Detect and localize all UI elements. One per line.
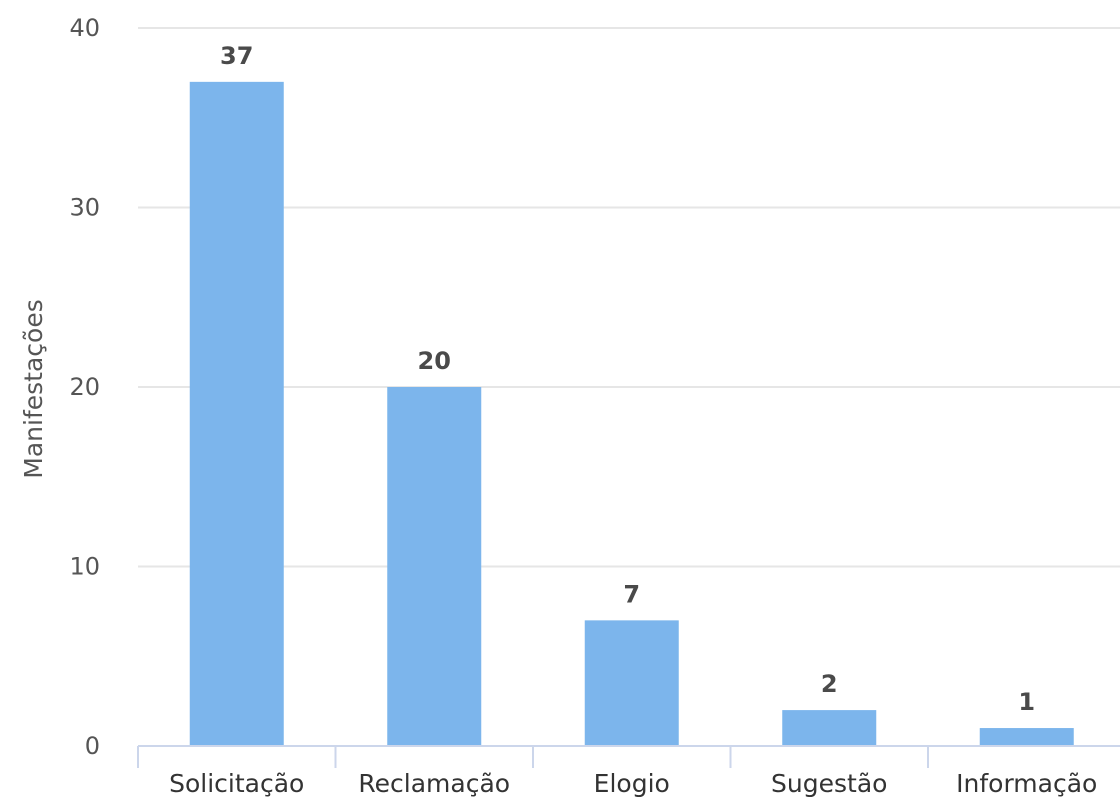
y-tick-label-20: 20	[69, 373, 100, 401]
x-tick-label-2: Elogio	[594, 769, 670, 798]
gridlines	[138, 27, 1120, 568]
y-tick-label-0: 0	[85, 732, 100, 760]
data-label-2: 7	[623, 580, 640, 608]
data-labels: 37 20 7 2 1	[220, 42, 1035, 716]
y-axis-title: Manifestações	[19, 299, 48, 478]
data-label-3: 2	[821, 670, 838, 698]
data-label-1: 20	[418, 347, 451, 375]
y-tick-label-40: 40	[69, 14, 100, 42]
y-tick-label-30: 30	[69, 194, 100, 222]
x-axis: Solicitação Reclamação Elogio Sugestão Infor…	[137, 745, 1120, 798]
y-axis-ticks: 0 10 20 30 40	[69, 14, 100, 760]
bar-informação	[979, 728, 1074, 746]
bar-elogio	[584, 620, 679, 746]
bars	[189, 81, 1074, 747]
bar-reclamação	[387, 387, 482, 746]
data-label-0: 37	[220, 42, 253, 70]
data-label-4: 1	[1018, 688, 1035, 716]
bar-sugestão	[782, 710, 877, 746]
x-tick-label-4: Informação	[956, 769, 1097, 798]
y-tick-label-10: 10	[69, 553, 100, 581]
bar-solicitação	[189, 81, 284, 747]
x-tick-label-0: Solicitação	[169, 769, 304, 798]
x-tick-label-1: Reclamação	[358, 769, 510, 798]
x-tick-label-3: Sugestão	[771, 769, 887, 798]
